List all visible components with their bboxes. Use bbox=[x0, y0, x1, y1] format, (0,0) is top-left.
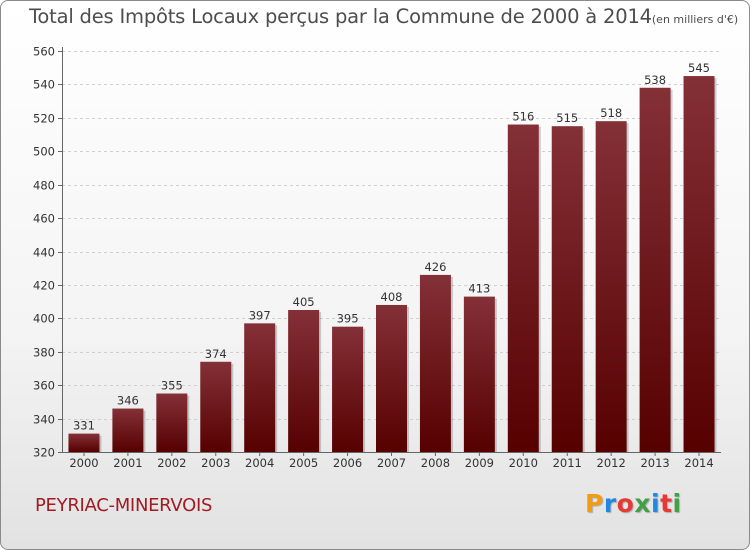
y-tick-label: 520 bbox=[33, 112, 55, 126]
bar-shadow bbox=[187, 395, 190, 452]
y-tick-label: 500 bbox=[33, 145, 55, 159]
x-tick-label: 2013 bbox=[640, 456, 669, 470]
bar bbox=[507, 124, 539, 453]
bar-shadow bbox=[714, 78, 717, 452]
chart-title-row: Total des Impôts Locaux perçus par la Co… bbox=[29, 5, 738, 28]
bar-shadow bbox=[538, 126, 541, 453]
chart-unit: (en milliers d'€) bbox=[651, 13, 739, 26]
x-tick-label: 2009 bbox=[465, 456, 494, 470]
bar-shadow bbox=[626, 123, 629, 453]
y-tick-label: 340 bbox=[33, 413, 55, 427]
value-label: 397 bbox=[249, 308, 271, 322]
commune-name: PEYRIAC-MINERVOIS bbox=[35, 495, 213, 516]
bar bbox=[332, 326, 364, 452]
bar bbox=[419, 274, 451, 452]
labels: 320 340 360 380 400 420 440 460 480 500 520 540 560 3… bbox=[33, 45, 714, 471]
value-label: 395 bbox=[337, 312, 359, 326]
bar bbox=[244, 323, 276, 452]
bar bbox=[463, 296, 495, 452]
chart-title: Total des Impôts Locaux perçus par la Co… bbox=[29, 5, 652, 28]
value-label: 426 bbox=[424, 260, 446, 274]
value-label: 355 bbox=[161, 379, 183, 393]
x-tick-label: 2004 bbox=[245, 456, 274, 470]
value-label: 515 bbox=[556, 111, 578, 125]
logo-letter: r bbox=[603, 489, 617, 518]
logo-letter: i bbox=[651, 489, 661, 518]
x-tick-label: 2010 bbox=[509, 456, 538, 470]
bar bbox=[288, 309, 320, 452]
value-label: 516 bbox=[512, 110, 534, 124]
bars bbox=[68, 76, 717, 453]
bar-shadow bbox=[143, 410, 146, 452]
value-label: 518 bbox=[600, 106, 622, 120]
x-tick-label: 2001 bbox=[113, 456, 142, 470]
bar-shadow bbox=[99, 435, 102, 452]
bar bbox=[68, 433, 100, 452]
value-label: 408 bbox=[381, 290, 403, 304]
proxiti-logo: Proxiti bbox=[585, 489, 682, 518]
x-tick-label: 2000 bbox=[69, 456, 98, 470]
y-tick-label: 320 bbox=[33, 446, 55, 460]
value-label: 413 bbox=[468, 282, 490, 296]
bar bbox=[156, 393, 188, 452]
value-label: 374 bbox=[205, 347, 227, 361]
x-tick-label: 2014 bbox=[684, 456, 713, 470]
y-tick-label: 480 bbox=[33, 179, 55, 193]
bar-shadow bbox=[670, 89, 673, 452]
bar bbox=[683, 76, 715, 452]
bar bbox=[551, 126, 583, 452]
y-tick-label: 460 bbox=[33, 212, 55, 226]
y-tick-label: 440 bbox=[33, 246, 55, 260]
value-label: 405 bbox=[293, 295, 315, 309]
x-tick-label: 2005 bbox=[289, 456, 318, 470]
bar-shadow bbox=[494, 298, 497, 452]
logo-letter: P bbox=[585, 489, 604, 518]
logo-letter: o bbox=[616, 489, 635, 518]
value-label: 545 bbox=[688, 61, 710, 75]
bar bbox=[112, 408, 144, 452]
x-tick-label: 2003 bbox=[201, 456, 230, 470]
value-label: 331 bbox=[73, 419, 95, 433]
bar bbox=[639, 87, 671, 452]
bar-shadow bbox=[231, 363, 234, 452]
x-tick-label: 2007 bbox=[377, 456, 406, 470]
y-tick-label: 560 bbox=[33, 45, 55, 59]
bar bbox=[595, 121, 627, 453]
value-label: 538 bbox=[644, 73, 666, 87]
x-tick-label: 2002 bbox=[157, 456, 186, 470]
y-tick-label: 380 bbox=[33, 346, 55, 360]
value-label: 346 bbox=[117, 394, 139, 408]
bar bbox=[376, 304, 407, 452]
y-tick-label: 360 bbox=[33, 379, 55, 393]
y-tick-label: 540 bbox=[33, 78, 55, 92]
x-tick-label: 2012 bbox=[597, 456, 626, 470]
bar-shadow bbox=[582, 128, 585, 452]
x-tick-label: 2006 bbox=[333, 456, 362, 470]
bar bbox=[200, 361, 232, 452]
y-tick-label: 400 bbox=[33, 312, 55, 326]
axes bbox=[58, 47, 721, 456]
bar-shadow bbox=[407, 306, 409, 452]
y-tick-label: 420 bbox=[33, 279, 55, 293]
bar-shadow bbox=[275, 325, 278, 452]
logo-letter: t bbox=[660, 489, 673, 518]
logo-letter: i bbox=[672, 489, 682, 518]
x-tick-label: 2011 bbox=[553, 456, 582, 470]
logo-letter: x bbox=[634, 489, 651, 518]
bar-shadow bbox=[450, 276, 453, 452]
bar-shadow bbox=[319, 311, 322, 452]
bar-shadow bbox=[363, 328, 366, 452]
x-tick-label: 2008 bbox=[421, 456, 450, 470]
